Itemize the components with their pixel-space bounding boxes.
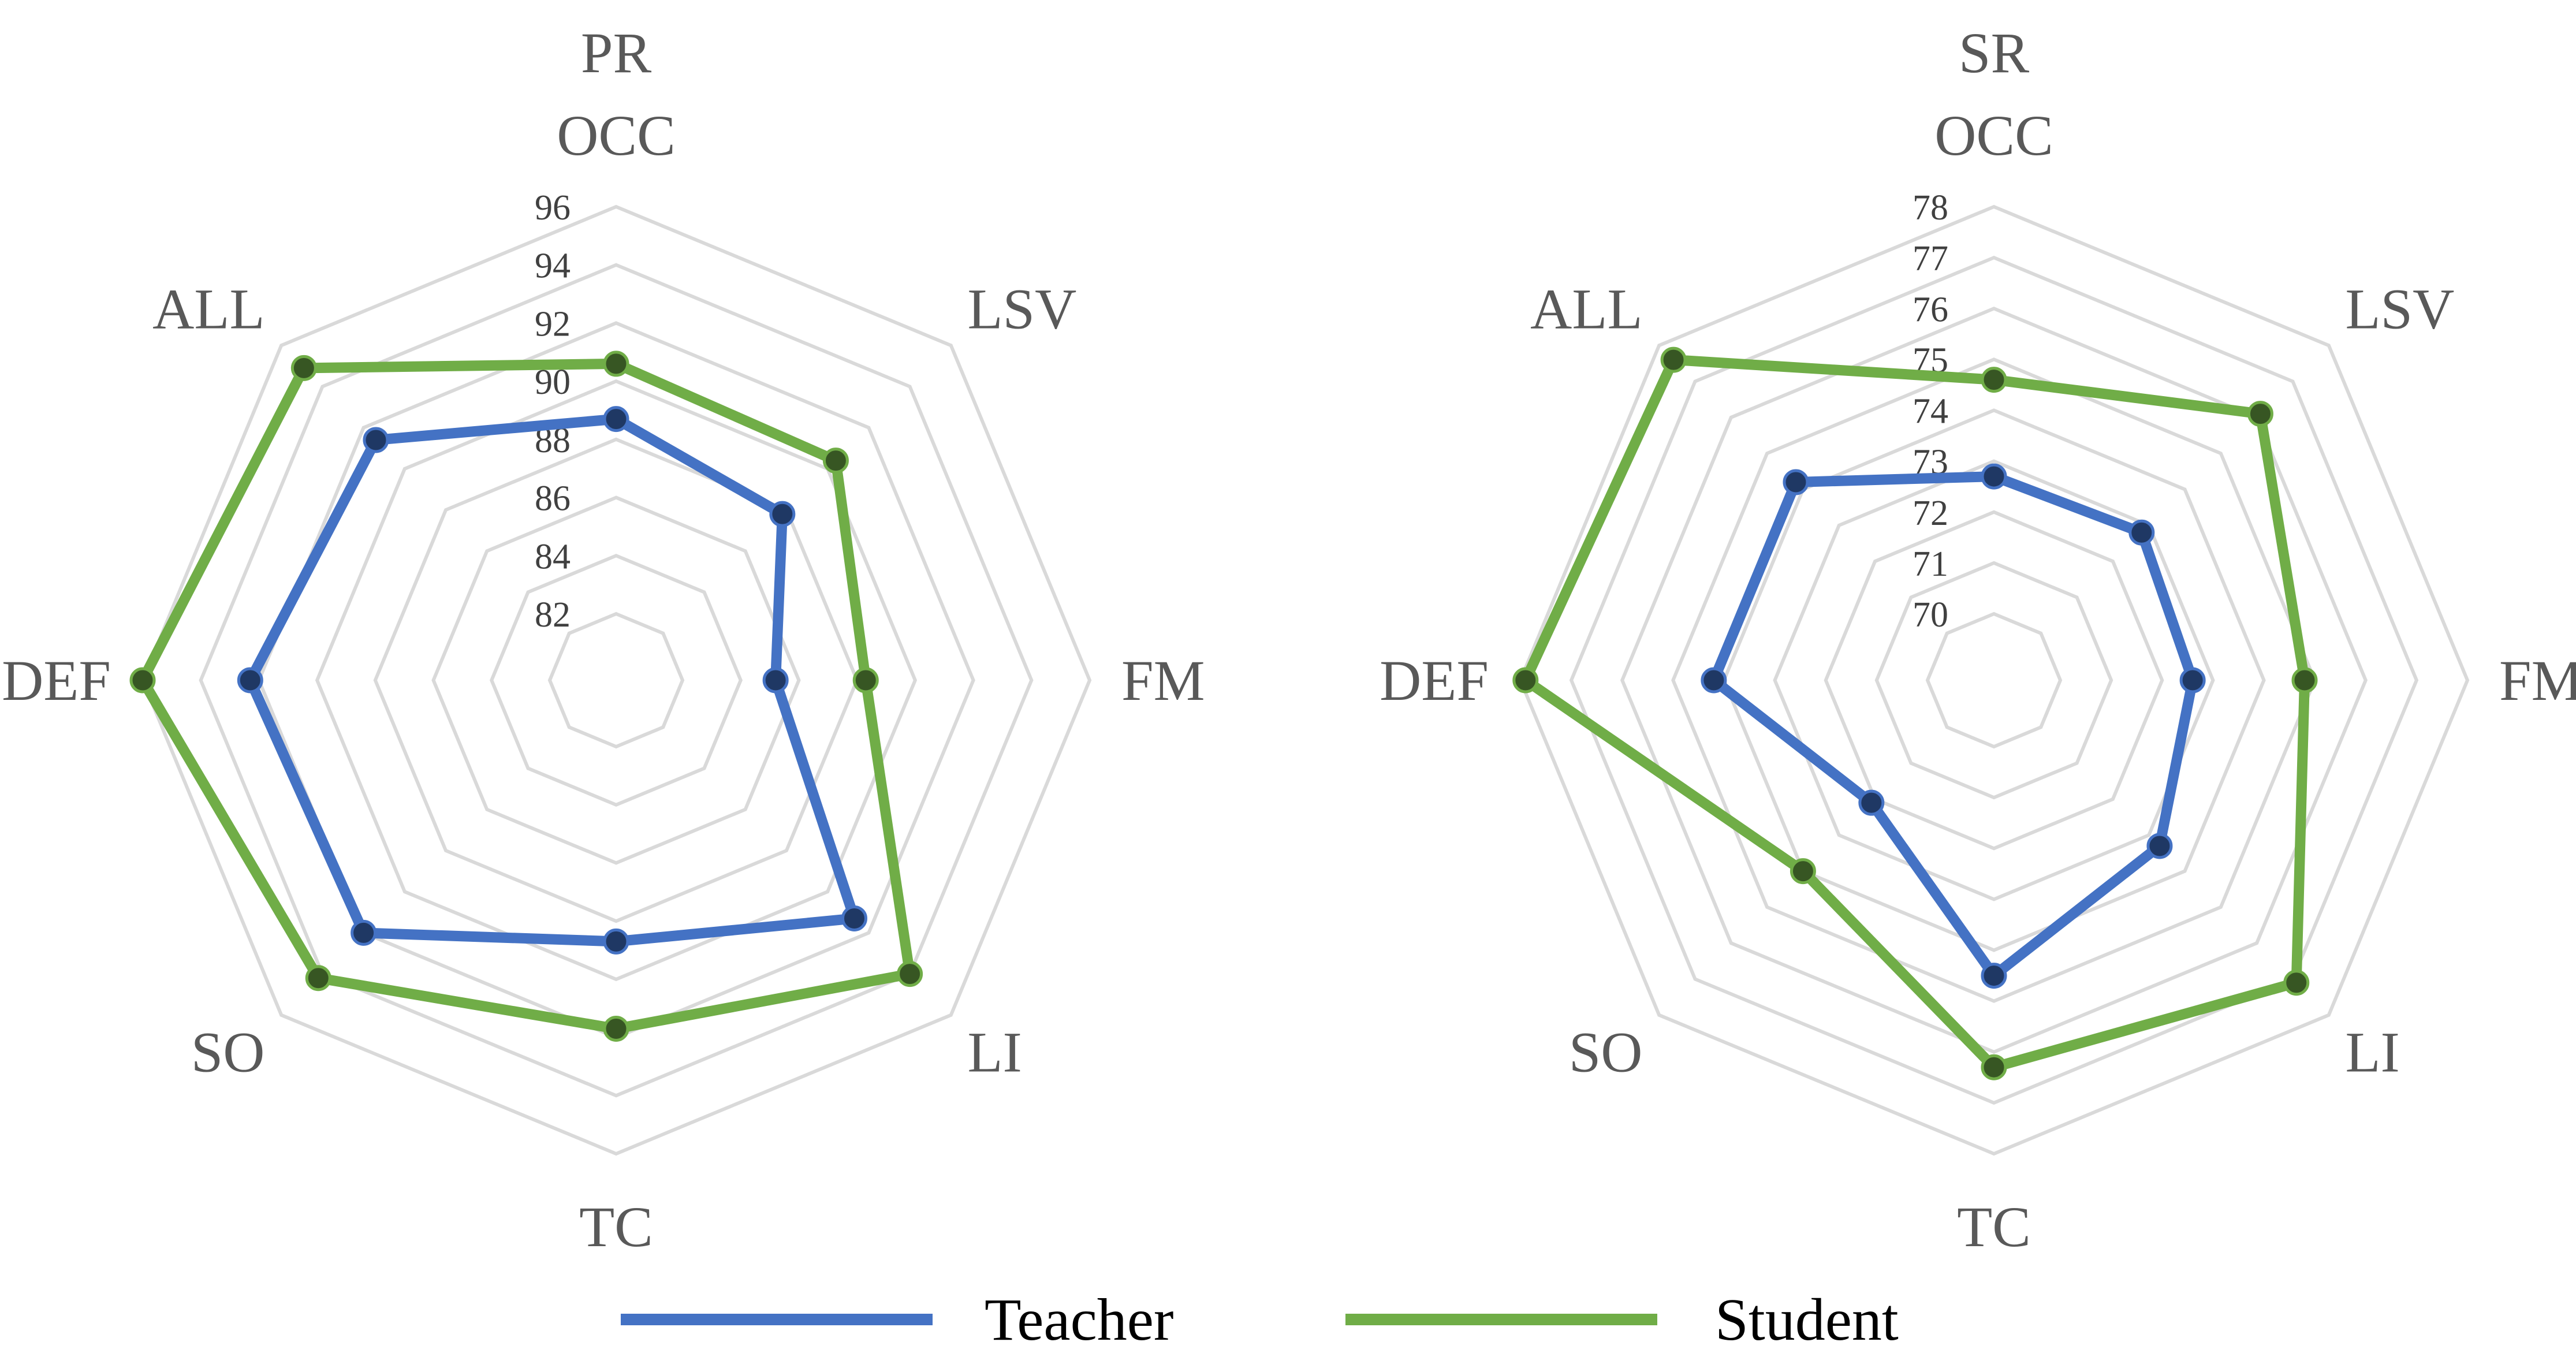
axis-label-occ: OCC bbox=[1934, 103, 2053, 167]
tick-label: 70 bbox=[1913, 595, 1948, 635]
data-point-teacher-tc bbox=[1981, 963, 2007, 989]
tick-label: 74 bbox=[1913, 392, 1948, 431]
data-point-student-so bbox=[1790, 858, 1816, 885]
grid-ring bbox=[1569, 255, 2419, 1105]
grid-ring bbox=[547, 612, 685, 749]
data-point-student-lsv bbox=[2247, 401, 2273, 427]
tick-label: 92 bbox=[535, 304, 571, 344]
chart-title: SR bbox=[1959, 21, 2030, 85]
data-point-student-all bbox=[290, 355, 317, 381]
data-point-student-def bbox=[129, 667, 156, 694]
legend: Teacher Student bbox=[621, 1287, 1899, 1353]
axis-label-so: SO bbox=[191, 1020, 265, 1084]
data-point-teacher-occ bbox=[1981, 463, 2007, 490]
data-point-student-li bbox=[2283, 970, 2310, 996]
grid-ring bbox=[1874, 561, 2113, 800]
legend-label-student: Student bbox=[1715, 1287, 1899, 1353]
data-point-teacher-tc bbox=[603, 928, 629, 955]
grid-ring bbox=[1518, 204, 2470, 1156]
data-point-teacher-all bbox=[1783, 469, 1809, 495]
axis-label-def: DEF bbox=[1380, 648, 1489, 713]
axis-label-all: ALL bbox=[152, 277, 264, 341]
grid-ring bbox=[140, 204, 1092, 1156]
grid-ring bbox=[1620, 307, 2368, 1054]
data-point-teacher-occ bbox=[603, 406, 629, 433]
axis-label-tc: TC bbox=[579, 1195, 653, 1259]
tick-label: 86 bbox=[535, 479, 571, 519]
axis-label-li: LI bbox=[967, 1020, 1022, 1084]
data-point-student-lsv bbox=[822, 448, 849, 474]
tick-label: 77 bbox=[1913, 239, 1948, 278]
axis-label-so: SO bbox=[1569, 1020, 1643, 1084]
tick-label: 82 bbox=[535, 595, 571, 635]
data-point-student-tc bbox=[603, 1015, 629, 1042]
data-point-student-occ bbox=[1981, 367, 2007, 393]
data-point-teacher-def bbox=[237, 667, 263, 694]
axis-label-def: DEF bbox=[2, 648, 111, 713]
data-point-teacher-fm bbox=[762, 667, 789, 694]
grid-ring bbox=[1773, 459, 2215, 901]
grid-ring bbox=[1722, 408, 2266, 952]
data-point-student-fm bbox=[2291, 667, 2318, 694]
tick-label: 94 bbox=[535, 247, 571, 286]
data-point-teacher-all bbox=[363, 427, 389, 453]
data-point-student-all bbox=[1660, 346, 1687, 373]
data-point-teacher-li bbox=[2146, 833, 2173, 859]
data-point-student-li bbox=[897, 961, 923, 987]
grid-ring bbox=[431, 495, 801, 865]
axis-label-lsv: LSV bbox=[2345, 277, 2454, 341]
data-point-teacher-def bbox=[1701, 667, 1727, 694]
data-point-student-so bbox=[305, 965, 331, 991]
axis-label-li: LI bbox=[2345, 1020, 2399, 1084]
axis-label-tc: TC bbox=[1957, 1195, 2031, 1259]
chart-title: PR bbox=[581, 21, 652, 85]
data-point-teacher-lsv bbox=[769, 501, 796, 527]
axis-label-occ: OCC bbox=[557, 103, 676, 167]
grid-ring bbox=[1671, 357, 2317, 1003]
data-point-student-occ bbox=[603, 351, 629, 377]
series-line-teacher bbox=[1708, 471, 2198, 981]
axis-label-fm: FM bbox=[2499, 648, 2576, 713]
data-point-student-fm bbox=[852, 667, 879, 694]
axis-label-lsv: LSV bbox=[967, 277, 1076, 341]
axis-label-all: ALL bbox=[1530, 277, 1642, 341]
tick-label: 76 bbox=[1913, 290, 1948, 329]
data-point-student-def bbox=[1512, 667, 1539, 694]
data-point-teacher-so bbox=[351, 919, 377, 946]
data-point-teacher-li bbox=[841, 905, 867, 931]
tick-label: 72 bbox=[1913, 494, 1948, 533]
tick-label: 96 bbox=[535, 188, 571, 228]
axis-label-fm: FM bbox=[1121, 648, 1205, 713]
tick-label: 84 bbox=[535, 537, 571, 576]
grid-ring bbox=[315, 379, 918, 982]
data-point-teacher-lsv bbox=[2128, 519, 2155, 546]
grid-ring bbox=[1824, 510, 2164, 851]
legend-label-teacher: Teacher bbox=[985, 1287, 1174, 1353]
data-point-teacher-so bbox=[1858, 789, 1885, 816]
grid-ring bbox=[373, 437, 859, 923]
grid-ring bbox=[1925, 612, 2063, 749]
grid-ring bbox=[199, 263, 1034, 1098]
grid-ring bbox=[490, 554, 743, 807]
tick-label: 71 bbox=[1913, 545, 1948, 584]
data-point-student-tc bbox=[1981, 1054, 2007, 1080]
tick-label: 78 bbox=[1913, 188, 1948, 228]
data-point-teacher-fm bbox=[2179, 667, 2206, 694]
